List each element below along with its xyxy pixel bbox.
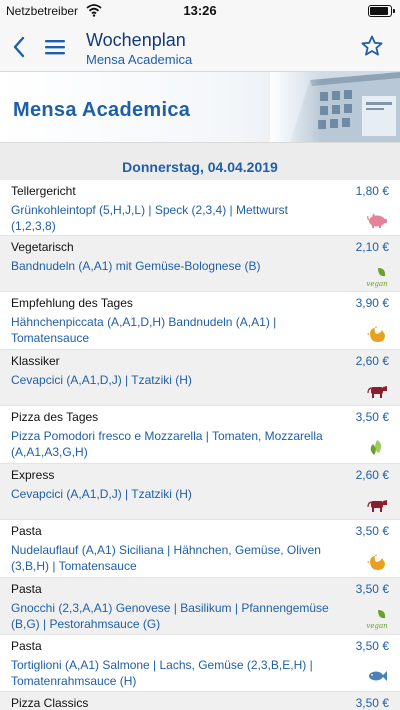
meal-description: Gnocchi (2,3,A,A1) Genovese | Basilikum … [11,601,329,631]
vegan-icon: vegan [366,610,388,630]
meal-category: Tellergericht [11,184,76,198]
meal-row[interactable]: Pasta 3,50 € Nudelauflauf (A,A1) Sicilia… [0,520,400,578]
meal-category: Pasta [11,524,42,538]
meal-description: Grünkohleintopf (5,H,J,L) | Speck (2,3,4… [11,203,289,233]
meal-category: Empfehlung des Tages [11,296,133,310]
meal-description: Nudelauflauf (A,A1) Siciliana | Hähnchen… [11,543,321,573]
vegetarian-leaf-icon [370,440,382,455]
meal-row[interactable]: Pasta 3,50 € Tortiglioni (A,A1) Salmone … [0,635,400,692]
back-chevron-icon[interactable] [8,34,32,60]
meal-row[interactable]: Pasta 3,50 € Gnocchi (2,3,A,A1) Genovese… [0,578,400,635]
meal-description: Hähnchenpiccata (A,A1,D,H) Bandnudeln (A… [11,315,277,345]
chicken-icon [367,326,385,342]
meal-price: 3,50 € [355,696,389,710]
meal-list: Tellergericht 1,80 € Grünkohleintopf (5,… [0,180,400,710]
chicken-icon [367,554,385,570]
meal-description: Cevapcici (A,A1,D,J) | Tzatziki (H) [11,487,192,501]
meal-row[interactable]: Express 2,60 € Cevapcici (A,A1,D,J) | Tz… [0,464,400,520]
meal-row[interactable]: Vegetarisch 2,10 € Bandnudeln (A,A1) mit… [0,236,400,292]
battery-icon [368,5,395,17]
carrier-label: Netzbetreiber [6,4,79,18]
vegan-icon-label: vegan [366,622,388,630]
meal-price: 3,50 € [355,524,389,538]
meal-price: 3,50 € [355,410,389,424]
navigation-bar: Wochenplan Mensa Academica [0,22,400,72]
meal-description: Cevapcici (A,A1,D,J) | Tzatziki (H) [11,373,192,387]
vegan-icon: vegan [366,268,388,288]
meal-row[interactable]: Pizza des Tages 3,50 € Pizza Pomodori fr… [0,406,400,464]
meal-price: 2,60 € [355,468,389,482]
meal-description: Pizza Pomodori fresco e Mozzarella | Tom… [11,429,323,459]
meal-category: Pasta [11,639,42,653]
banner-mensa-name: Mensa Academica [13,99,191,121]
meal-description: Bandnudeln (A,A1) mit Gemüse-Bolognese (… [11,259,261,273]
meal-category: Klassiker [11,354,60,368]
meal-row[interactable]: Tellergericht 1,80 € Grünkohleintopf (5,… [0,180,400,236]
meal-row[interactable]: Klassiker 2,60 € Cevapcici (A,A1,D,J) | … [0,350,400,406]
meal-category: Express [11,468,55,482]
clock: 13:26 [183,3,217,18]
meal-row[interactable]: Pizza Classics 3,50 € [0,692,400,710]
meal-category: Pizza des Tages [11,410,99,424]
cow-icon [367,386,387,398]
mensa-banner: Mensa Academica [0,72,400,142]
wifi-icon [86,4,102,17]
meal-category: Vegetarisch [11,240,74,254]
vegan-icon-label: vegan [366,280,388,288]
status-bar: Netzbetreiber 13:26 [0,0,400,22]
meal-price: 3,50 € [355,582,389,596]
date-header: Donnerstag, 04.04.2019 [0,142,400,180]
meal-category: Pizza Classics [11,696,89,710]
favorite-star-icon[interactable] [360,34,384,58]
meal-category: Pasta [11,582,42,596]
page-title: Wochenplan [86,30,186,50]
meal-price: 3,50 € [355,639,389,653]
meal-price: 2,60 € [355,354,389,368]
date-label: Donnerstag, 04.04.2019 [122,159,278,175]
page-subtitle: Mensa Academica [86,52,193,67]
meal-row[interactable]: Empfehlung des Tages 3,90 € Hähnchenpicc… [0,292,400,350]
meal-price: 2,10 € [355,240,389,254]
meal-price: 1,80 € [355,184,389,198]
pig-icon [367,213,387,228]
meal-description: Tortiglioni (A,A1) Salmone | Lachs, Gemü… [11,658,313,688]
hamburger-menu-icon[interactable] [44,37,66,57]
building-photo [270,72,400,142]
meal-price: 3,90 € [355,296,389,310]
cow-icon [367,500,387,512]
fish-icon [369,671,387,681]
